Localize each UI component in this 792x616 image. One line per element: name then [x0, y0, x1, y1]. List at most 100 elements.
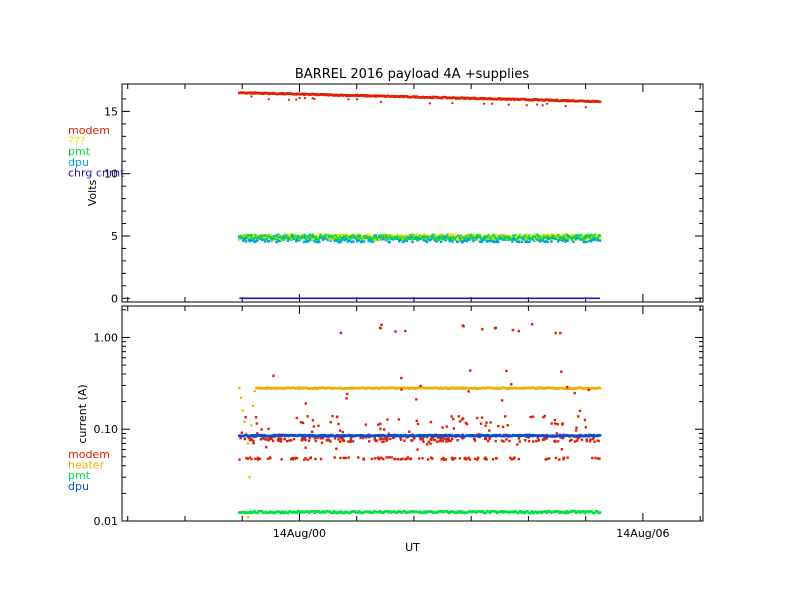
current-point-modem [477, 433, 481, 436]
current-point-pmt [480, 510, 483, 514]
current-point-pmt [501, 511, 504, 514]
current-point-modem [511, 328, 515, 332]
volt-point-unknown [525, 233, 528, 236]
current-point-modem [288, 439, 291, 442]
current-point-pmt [462, 510, 465, 514]
current-point-modem [368, 440, 371, 443]
current-point-heater [446, 387, 449, 390]
current-point-heater [484, 386, 488, 390]
current-point-modem [505, 369, 508, 373]
volt-outlier-modem [295, 98, 298, 101]
current-point-heater [354, 387, 358, 390]
current-point-heater [294, 387, 298, 390]
current-point-heater [245, 432, 248, 435]
current-point-pmt [324, 510, 327, 514]
volt-point-pmt [294, 237, 297, 240]
current-point-modem [345, 397, 348, 400]
current-point-modem [307, 439, 311, 443]
current-point-pmt [554, 510, 557, 513]
current-point-heater [409, 387, 412, 390]
current-point-modem [404, 329, 407, 333]
volt-outlier-modem [267, 98, 270, 101]
volt-point-pmt [534, 235, 537, 238]
volt-point-dpu [343, 238, 347, 242]
current-point-heater [292, 386, 295, 390]
volt-point-pmt [338, 237, 341, 241]
current-point-heater [402, 386, 406, 390]
current-point-pmt [512, 510, 515, 514]
current-point-modem [252, 442, 255, 445]
current-point-modem [341, 430, 345, 434]
volt-point-unknown [540, 234, 544, 237]
current-point-pmt [405, 511, 408, 515]
current-point-pmt [474, 511, 478, 514]
current-point-modem [596, 457, 600, 460]
current-point-pmt [265, 511, 269, 515]
current-point-pmt [478, 509, 482, 513]
current-point-heater [592, 386, 595, 390]
current-point-pmt [295, 511, 298, 515]
current-point-heater [381, 386, 384, 389]
current-point-heater [280, 387, 284, 390]
current-point-heater [361, 386, 364, 390]
current-point-modem [536, 436, 540, 440]
current-point-pmt [387, 510, 390, 514]
current-point-modem [449, 439, 452, 443]
current-point-pmt [410, 510, 414, 514]
volt-point-dpu [515, 240, 519, 243]
volt-point-unknown [560, 234, 564, 238]
volt-point-pmt [417, 238, 421, 241]
current-point-pmt [455, 511, 458, 515]
volt-point-dpu [255, 239, 258, 243]
volt-point-unknown [401, 237, 405, 241]
current-point-modem [451, 458, 454, 461]
current-point-modem [337, 438, 340, 441]
current-point-heater [549, 386, 553, 390]
current-point-modem [342, 456, 345, 460]
current-point-pmt [238, 511, 241, 514]
current-point-pmt [412, 510, 415, 513]
current-point-modem [547, 457, 551, 460]
current-point-pmt [332, 509, 336, 513]
current-point-heater [276, 387, 280, 390]
volt-outlier-modem [536, 103, 539, 106]
volt-point-unknown [568, 238, 571, 241]
current-point-pmt [398, 509, 401, 513]
current-point-modem [541, 438, 545, 441]
current-point-modem [396, 458, 400, 461]
current-point-modem [389, 437, 392, 441]
current-point-modem [260, 428, 263, 431]
current-point-modem [321, 436, 325, 440]
legend-item: heater [68, 459, 105, 472]
current-point-modem [327, 438, 331, 442]
current-point-modem [308, 436, 311, 440]
current-point-heater [287, 386, 290, 390]
current-point-modem [587, 388, 590, 392]
current-point-pmt [556, 510, 560, 513]
current-point-heater [439, 386, 443, 389]
volt-point-unknown [476, 238, 480, 242]
current-point-heater [456, 387, 460, 390]
current-point-pmt [431, 511, 435, 514]
current-point-modem [379, 326, 382, 330]
current-point-pmt [271, 511, 275, 514]
current-point-heater [596, 386, 599, 390]
current-point-heater [585, 387, 589, 390]
current-point-heater [260, 387, 264, 390]
volt-point-dpu [302, 240, 306, 244]
current-point-pmt [311, 510, 315, 513]
current-point-modem [255, 422, 259, 425]
current-point-pmt [593, 511, 596, 515]
volt-point-pmt [581, 238, 585, 241]
current-point-modem [416, 448, 419, 451]
volt-point-pmt [276, 238, 279, 241]
volt-point-dpu [318, 240, 321, 243]
current-point-pmt [250, 511, 254, 515]
current-point-modem [266, 457, 270, 460]
current-point-pmt [375, 510, 379, 514]
volt-point-pmt [367, 238, 370, 241]
volt-point-pmt [485, 236, 488, 239]
volt-point-dpu [402, 240, 406, 243]
